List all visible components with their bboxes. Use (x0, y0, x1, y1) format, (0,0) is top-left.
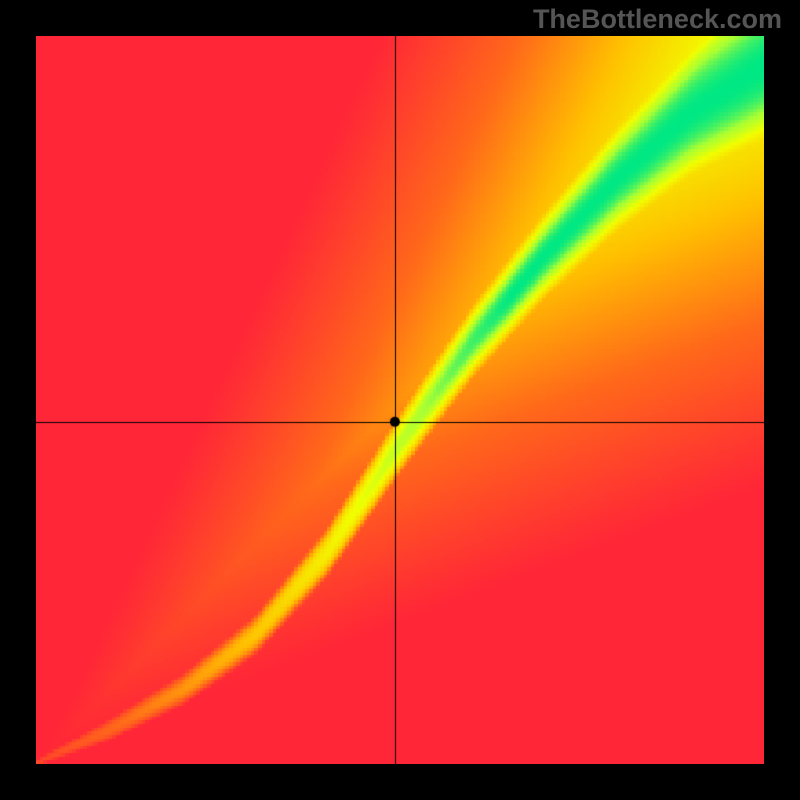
crosshair-overlay (36, 36, 764, 764)
chart-container: TheBottleneck.com (0, 0, 800, 800)
watermark-text: TheBottleneck.com (533, 4, 782, 35)
